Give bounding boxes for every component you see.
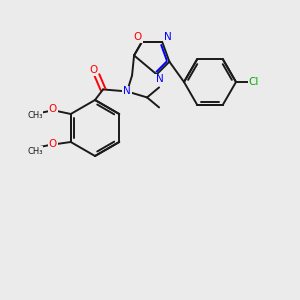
Text: CH₃: CH₃	[27, 146, 43, 155]
Text: N: N	[164, 32, 172, 42]
Text: O: O	[49, 104, 57, 114]
Text: N: N	[123, 86, 131, 96]
Text: O: O	[134, 32, 142, 42]
Text: N: N	[156, 74, 164, 84]
Text: O: O	[49, 139, 57, 149]
Text: Cl: Cl	[249, 77, 259, 87]
Text: O: O	[89, 65, 97, 75]
Text: CH₃: CH₃	[27, 110, 43, 119]
